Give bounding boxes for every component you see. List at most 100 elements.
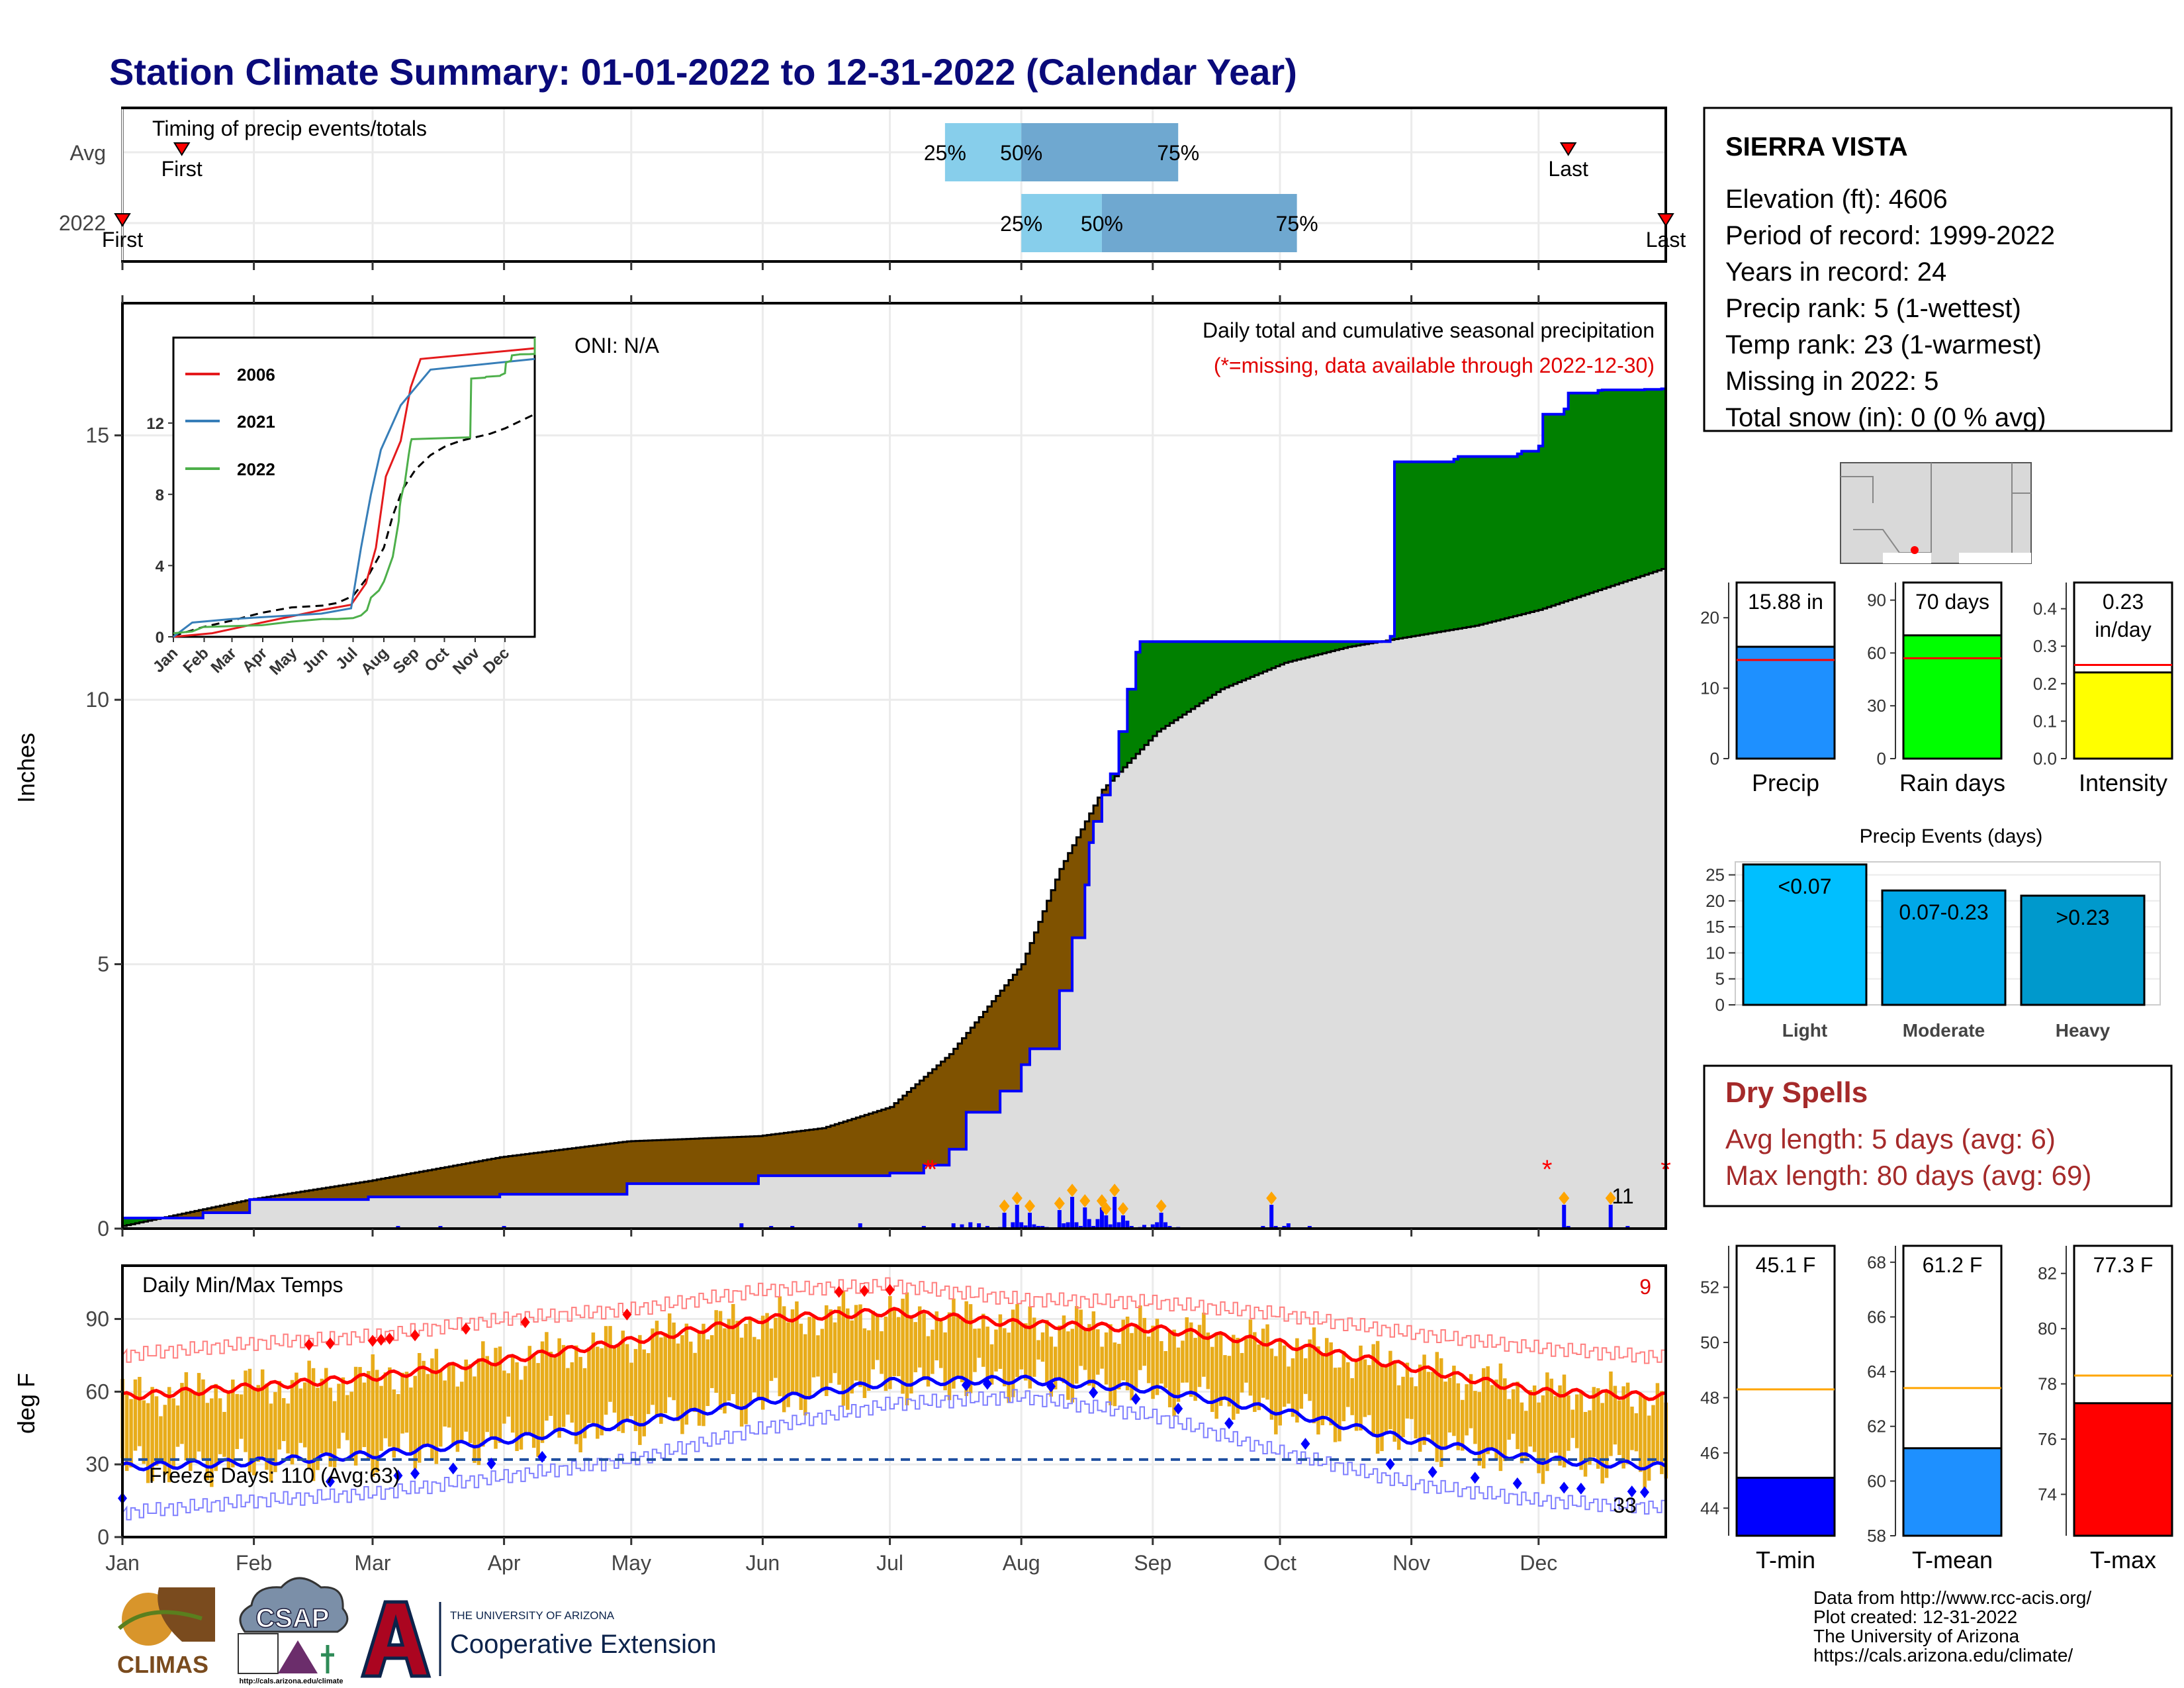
mini-bar-value-label: 70 days xyxy=(1915,590,1989,614)
temp-daily-bar xyxy=(621,1331,625,1433)
footer-line-data: Data from http://www.rcc-acis.org/ xyxy=(1813,1587,2091,1608)
timing-avg-p75-label: 75% xyxy=(1157,141,1199,165)
timing-y2022-q2-bar xyxy=(1101,194,1297,252)
ua-small-text: THE UNIVERSITY OF ARIZONA xyxy=(450,1609,615,1622)
temp-daily-bar xyxy=(494,1348,498,1449)
temp-daily-bar xyxy=(1660,1391,1664,1474)
hot-count: 9 xyxy=(1639,1275,1651,1299)
temp-daily-bar xyxy=(1232,1335,1236,1420)
month-label: Jul xyxy=(876,1551,903,1575)
precip-daily-bar xyxy=(1074,1222,1079,1229)
timing-y2022-p75-label: 75% xyxy=(1276,212,1318,236)
temp-daily-bar xyxy=(905,1292,909,1405)
precip-y-label: Inches xyxy=(13,733,40,803)
record-low-marker xyxy=(1639,1486,1649,1499)
precip-daily-bar xyxy=(1019,1222,1024,1229)
temp-summary-t-min: 44 46 48 50 52 45.1 F T-min xyxy=(1700,1244,1836,1573)
temp-daily-bar xyxy=(1303,1358,1308,1394)
precip-daily-bar xyxy=(1108,1224,1113,1229)
temp-daily-bar xyxy=(1524,1411,1528,1458)
temp-daily-bar xyxy=(434,1348,439,1464)
temp-daily-bar xyxy=(1202,1312,1206,1377)
temp-daily-bar xyxy=(1384,1366,1388,1434)
temp-daily-bar xyxy=(519,1380,523,1450)
temp-daily-bar xyxy=(956,1315,960,1376)
temp-daily-bar xyxy=(1066,1331,1070,1400)
temp-daily-bar xyxy=(1570,1409,1575,1438)
precip-daily-bar xyxy=(1062,1223,1066,1229)
temp-daily-bar xyxy=(714,1310,718,1393)
mini-bar-tick-label: 0.2 xyxy=(2033,674,2057,694)
temp-summary-tick-label: 64 xyxy=(1867,1362,1886,1382)
precip-events-bars: <0.07 Light 0.07-0.23 Moderate >0.23 Heavy 0 5 1… xyxy=(1706,861,2161,1041)
temp-summary-t-max: 74 76 78 80 82 77.3 F T-max xyxy=(2038,1244,2173,1573)
record-low-marker xyxy=(448,1462,458,1475)
temp-daily-bar xyxy=(774,1317,778,1378)
temp-daily-bar xyxy=(1155,1319,1160,1395)
temp-daily-bar xyxy=(1553,1396,1558,1453)
timing-y2022-q1-bar xyxy=(1021,194,1102,252)
inset-ytick-label: 8 xyxy=(156,487,164,504)
temp-daily-bar xyxy=(1647,1415,1651,1481)
temp-daily-bar xyxy=(510,1355,515,1433)
temp-daily-bar xyxy=(197,1373,201,1452)
events-ytick-label: 10 xyxy=(1706,943,1725,962)
temp-daily-bar xyxy=(129,1399,133,1468)
temp-daily-bar xyxy=(884,1316,888,1391)
temp-daily-bar xyxy=(341,1377,345,1433)
temp-summary-tick-label: 58 xyxy=(1867,1526,1886,1546)
temp-daily-bar xyxy=(1375,1340,1380,1454)
temp-daily-bar xyxy=(273,1391,277,1472)
temp-daily-bar xyxy=(527,1346,532,1433)
inset-legend-2021: 2021 xyxy=(237,412,275,432)
temp-daily-bar xyxy=(1447,1378,1452,1433)
temp-summary-tick-label: 68 xyxy=(1867,1252,1886,1272)
temp-daily-bar xyxy=(337,1383,341,1449)
timing-avg-q1-bar xyxy=(944,123,1022,181)
timing-y2022-first-marker xyxy=(114,213,131,227)
temp-daily-bar xyxy=(1621,1386,1625,1469)
timing-avg-first-marker xyxy=(173,142,191,156)
temp-daily-bar xyxy=(481,1341,485,1447)
temp-daily-bar xyxy=(1223,1355,1227,1397)
temp-daily-bar xyxy=(298,1388,303,1443)
temp-daily-bar xyxy=(676,1343,680,1421)
temp-daily-bar xyxy=(311,1368,316,1481)
temp-daily-bar xyxy=(867,1330,871,1391)
temp-daily-bar xyxy=(952,1298,956,1389)
precip-event-marker xyxy=(1266,1192,1277,1205)
temp-daily-bar xyxy=(1100,1346,1104,1369)
precip-event-marker xyxy=(1054,1197,1065,1211)
ua-big-text: Cooperative Extension xyxy=(450,1630,716,1659)
temp-daily-bar xyxy=(438,1370,443,1447)
temp-daily-bar xyxy=(1028,1306,1032,1389)
record-low-marker xyxy=(410,1467,420,1479)
temp-daily-bar xyxy=(1278,1340,1282,1426)
temp-daily-bar xyxy=(1574,1394,1579,1448)
precip-daily-bar xyxy=(1070,1197,1075,1229)
dry-spells-max: Max length: 80 days (avg: 69) xyxy=(1725,1160,2091,1191)
temp-daily-bar xyxy=(1507,1399,1511,1440)
precip-daily-bar xyxy=(1087,1219,1091,1229)
station-line-elevation: Elevation (ft): 4606 xyxy=(1725,185,1948,214)
temp-summary-tick-label: 82 xyxy=(2038,1264,2057,1284)
temp-daily-bar xyxy=(633,1348,638,1431)
record-high-marker xyxy=(622,1308,632,1321)
temp-daily-bar xyxy=(1125,1316,1130,1391)
record-low-marker xyxy=(982,1378,992,1390)
precip-daily-bar xyxy=(1155,1222,1160,1229)
temp-summary-tick-label: 44 xyxy=(1700,1498,1719,1518)
temp-daily-bar xyxy=(1142,1317,1146,1366)
temp-daily-bar xyxy=(938,1321,943,1368)
temp-daily-bar xyxy=(1189,1322,1193,1397)
temp-daily-bar xyxy=(455,1386,460,1452)
temp-daily-bar xyxy=(994,1329,998,1372)
mini-bar-tick-label: 0.3 xyxy=(2033,636,2057,656)
precip-daily-bar xyxy=(1142,1225,1146,1229)
temp-summary-value xyxy=(1902,1447,2003,1537)
university-of-arizona-logo: THE UNIVERSITY OF ARIZONA Cooperative Ex… xyxy=(360,1600,716,1678)
temp-daily-bar xyxy=(1121,1319,1125,1381)
mini-bar-tick-label: 30 xyxy=(1867,696,1886,716)
record-high-marker xyxy=(367,1335,377,1347)
precip-ytick-label: 10 xyxy=(85,688,109,712)
